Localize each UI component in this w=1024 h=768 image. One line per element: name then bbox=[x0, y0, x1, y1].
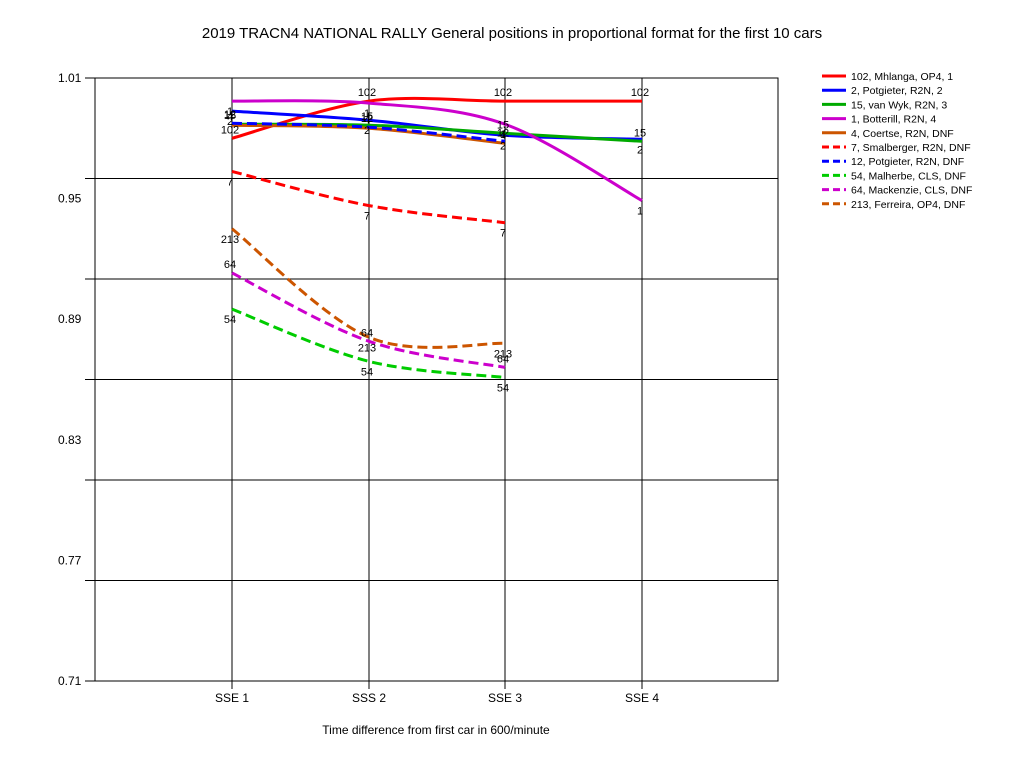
series-line-102 bbox=[231, 96, 642, 140]
series-line-15 bbox=[231, 122, 643, 143]
data-label: 1 bbox=[227, 106, 233, 118]
y-tick-label: 0.71 bbox=[58, 674, 82, 688]
data-label: 54 bbox=[497, 382, 509, 394]
legend-item: 64, Mackenzie, CLS, DNF bbox=[851, 185, 972, 197]
series-line-54 bbox=[231, 307, 506, 379]
data-label: 4 bbox=[364, 114, 370, 126]
legend: 102, Mhlanga, OP4, 1 2, Potgieter, R2N, 2… bbox=[822, 71, 972, 211]
data-label: 7 bbox=[227, 176, 233, 188]
data-label: 2 bbox=[637, 144, 643, 156]
y-tick-label: 0.89 bbox=[58, 312, 82, 326]
data-label: 102 bbox=[494, 87, 512, 99]
series-line-7 bbox=[231, 170, 506, 225]
data-label: 213 bbox=[494, 348, 512, 360]
data-label: 1 bbox=[637, 206, 643, 218]
x-tick-label: SSE 1 bbox=[215, 691, 249, 705]
data-label: 64 bbox=[361, 327, 373, 339]
data-label: 4 bbox=[500, 129, 506, 141]
x-axis: SSE 1 SSS 2 SSE 3 SSE 4 bbox=[215, 691, 659, 705]
y-axis: 1.01 0.95 0.89 0.83 0.77 0.71 bbox=[58, 71, 82, 688]
data-label: 12 bbox=[361, 113, 373, 125]
legend-item: 2, Potgieter, R2N, 2 bbox=[851, 85, 943, 97]
legend-item: 7, Smalberger, R2N, DNF bbox=[851, 142, 971, 154]
series-line-213 bbox=[231, 227, 506, 349]
series-lines bbox=[231, 96, 643, 379]
data-label: 2 bbox=[364, 125, 370, 137]
data-label: 54 bbox=[361, 366, 373, 378]
x-axis-label: Time difference from first car in 600/mi… bbox=[322, 723, 550, 737]
data-label: 213 bbox=[358, 342, 376, 354]
series-line-64 bbox=[231, 271, 506, 369]
data-label: 213 bbox=[221, 234, 239, 246]
data-label: 12 bbox=[497, 127, 509, 139]
y-tick-label: 0.77 bbox=[58, 553, 82, 567]
x-tick-label: SSE 4 bbox=[625, 691, 659, 705]
series-line-1 bbox=[231, 99, 643, 202]
data-label: 1 bbox=[500, 129, 506, 141]
data-label: 102 bbox=[221, 124, 239, 136]
data-label: 2 bbox=[227, 116, 233, 128]
data-label: 15 bbox=[361, 111, 373, 123]
data-label: 15 bbox=[497, 119, 509, 131]
data-label: 7 bbox=[500, 228, 506, 240]
legend-item: 12, Potgieter, R2N, DNF bbox=[851, 156, 964, 168]
legend-item: 213, Ferreira, OP4, DNF bbox=[851, 199, 965, 211]
data-label: 64 bbox=[224, 259, 236, 271]
chart-title: 2019 TRACN4 NATIONAL RALLY General posit… bbox=[202, 25, 822, 42]
series-line-12 bbox=[231, 121, 506, 143]
legend-item: 54, Malherbe, CLS, DNF bbox=[851, 170, 966, 182]
x-tick-label: SSS 2 bbox=[352, 691, 386, 705]
data-label: 7 bbox=[364, 211, 370, 223]
y-tick-label: 0.83 bbox=[58, 433, 82, 447]
legend-item: 102, Mhlanga, OP4, 1 bbox=[851, 71, 953, 83]
data-label: 54 bbox=[224, 314, 236, 326]
data-label: 102 bbox=[631, 87, 649, 99]
data-label: 4 bbox=[227, 111, 233, 123]
data-label: 102 bbox=[358, 87, 376, 99]
legend-item: 4, Coertse, R2N, DNF bbox=[851, 128, 954, 140]
data-label: 64 bbox=[497, 353, 509, 365]
data-label: 15 bbox=[224, 110, 236, 122]
legend-item: 1, Botterill, R2N, 4 bbox=[851, 114, 936, 126]
y-tick-label: 0.95 bbox=[58, 192, 82, 206]
data-label: 12 bbox=[224, 109, 236, 121]
data-label: 1 bbox=[364, 108, 370, 120]
data-label: 15 bbox=[634, 127, 646, 139]
legend-item: 15, van Wyk, R2N, 3 bbox=[851, 99, 947, 111]
data-label: 2 bbox=[500, 140, 506, 152]
x-tick-label: SSE 3 bbox=[488, 691, 522, 705]
y-tick-label: 1.01 bbox=[58, 71, 82, 85]
gridlines bbox=[85, 77, 778, 689]
